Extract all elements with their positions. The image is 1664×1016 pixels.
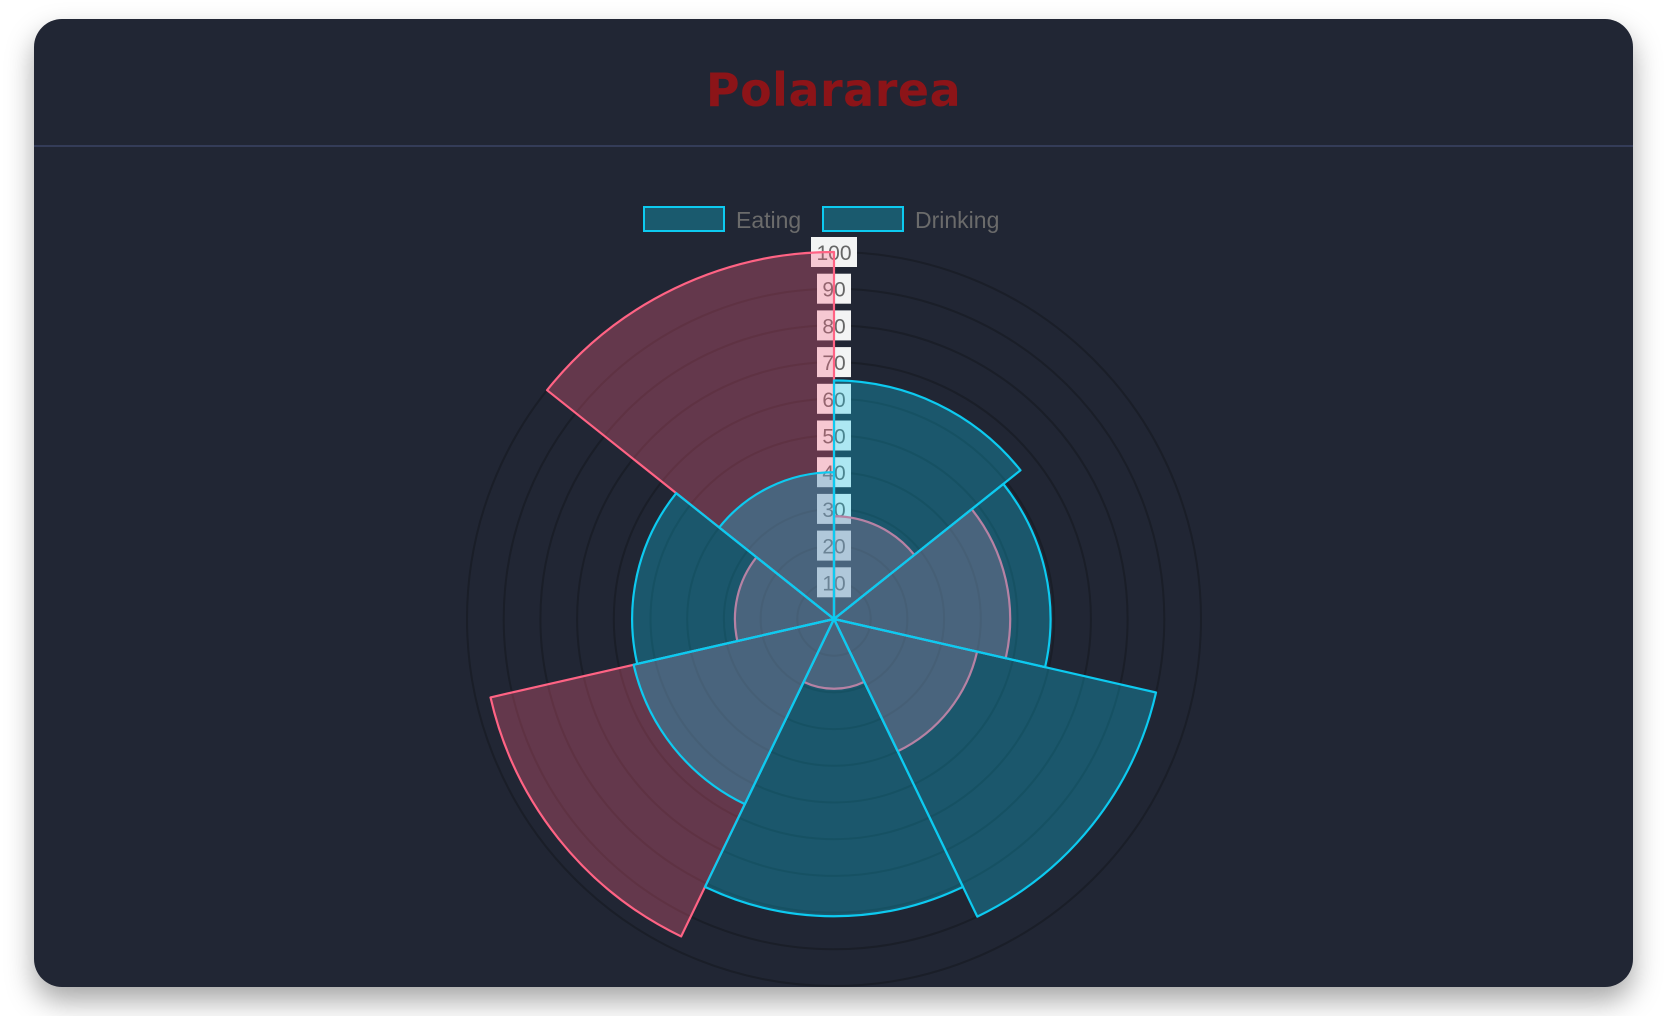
header-divider (34, 145, 1633, 147)
legend-label-eating: Eating (736, 207, 801, 233)
segment-eating-6[interactable] (631, 492, 836, 666)
segment-drinking-7[interactable] (545, 250, 836, 621)
series-drinking (489, 250, 1012, 938)
legend-swatch-eating (643, 206, 725, 232)
segment-drinking-3[interactable] (832, 617, 979, 753)
segments (489, 250, 1158, 938)
segment-drinking-2[interactable] (832, 508, 1012, 660)
page-title: Polararea (705, 63, 962, 117)
series-eating (631, 379, 1158, 918)
segment-eating-5[interactable] (632, 617, 836, 806)
legend-item-eating[interactable]: Eating (643, 206, 801, 233)
segment-drinking-1[interactable] (832, 515, 916, 621)
segment-drinking-4[interactable] (802, 617, 866, 690)
legend-item-drinking[interactable]: Drinking (822, 206, 999, 233)
legend-label-drinking: Drinking (915, 207, 999, 233)
segment-drinking-6[interactable] (733, 556, 836, 643)
segment-eating-2[interactable] (832, 482, 1052, 669)
legend-swatch-drinking (822, 206, 904, 232)
segment-drinking-5[interactable] (489, 617, 836, 938)
segment-eating-1[interactable] (832, 379, 1022, 621)
legend: Eating Drinking (643, 206, 999, 233)
segment-eating-3[interactable] (832, 617, 1158, 918)
segment-eating-7[interactable] (718, 471, 836, 621)
segment-eating-4[interactable] (703, 617, 965, 918)
